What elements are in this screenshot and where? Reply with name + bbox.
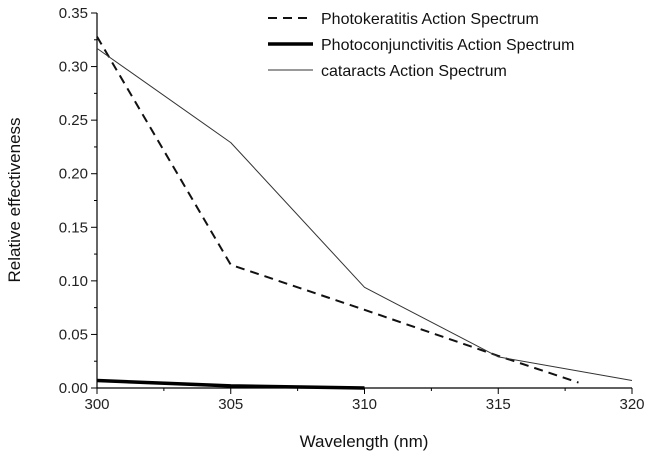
x-tick-label: 305	[218, 396, 243, 413]
y-tick-label: 0.00	[59, 380, 88, 397]
y-tick-label: 0.20	[59, 166, 88, 183]
legend-label-3: cataracts Action Spectrum	[321, 63, 507, 80]
x-tick-label: 310	[352, 396, 377, 413]
x-tick-label: 315	[486, 396, 511, 413]
x-tick-label: 300	[84, 396, 109, 413]
y-tick-label: 0.05	[59, 326, 88, 343]
axes: 300 305 310 315 320 0.00 0.05 0.10 0.15 0.20 0.25 0…	[59, 5, 645, 413]
y-tick-label: 0.35	[59, 5, 88, 22]
y-tick-label: 0.10	[59, 273, 88, 290]
y-tick-label: 0.30	[59, 59, 88, 76]
legend-label-2: Photoconjunctivitis Action Spectrum	[321, 37, 574, 54]
x-tick-label: 320	[619, 396, 644, 413]
y-tick-label: 0.15	[59, 219, 88, 236]
x-axis-title: Wavelength (nm)	[300, 432, 429, 451]
legend-label-1: Photokeratitis Action Spectrum	[321, 11, 539, 28]
y-axis-title: Relative effectiveness	[5, 117, 24, 282]
y-tick-label: 0.25	[59, 112, 88, 129]
legend: Photokeratitis Action Spectrum Photoconju…	[268, 11, 574, 80]
series-line-2	[96, 378, 365, 390]
series-layer	[96, 36, 633, 390]
series-line-3	[96, 47, 633, 381]
series-line-1	[96, 36, 579, 384]
